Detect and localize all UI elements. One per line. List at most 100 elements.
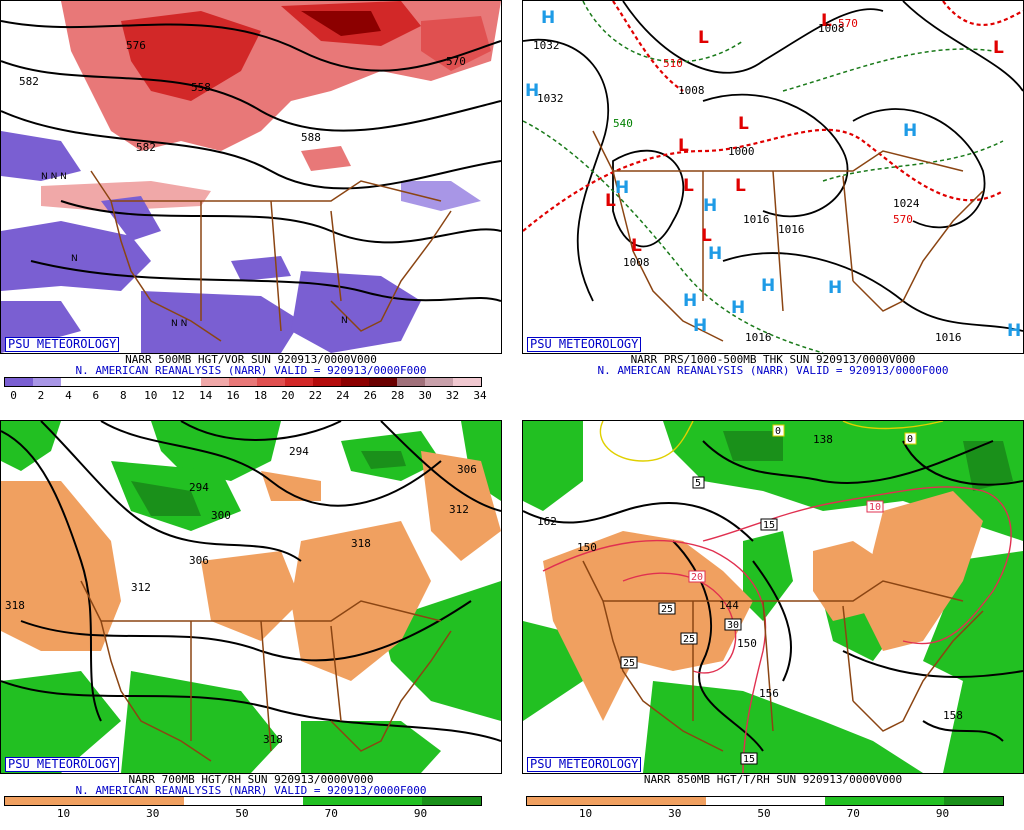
contour-label: 570 (446, 55, 466, 68)
panel-500mb-vorticity: N N N N N N N 582 576 558 570 582 588 PSU M… (0, 0, 502, 410)
map-500mb-svg: N N N N N N N 582 576 558 570 582 588 (1, 1, 501, 353)
svg-text:N: N (71, 254, 78, 264)
thickness-label: 570 (838, 17, 858, 30)
contour-label: 576 (126, 39, 146, 52)
contour-label: 306 (189, 554, 209, 567)
colorbar-swatch (341, 378, 369, 386)
contour-label: 144 (719, 599, 739, 612)
colorbar-tick-label: 22 (308, 389, 322, 402)
contour-label: 318 (5, 599, 25, 612)
svg-text:N N N: N N N (41, 172, 67, 182)
colorbar-tick-label: 10 (144, 389, 158, 402)
psu-badge: PSU METEOROLOGY (5, 337, 120, 352)
map-pressure-thickness: H H L L L L L L L L L L H H H H H H H H (522, 0, 1024, 354)
low-pressure-marker: L (738, 114, 749, 134)
low-pressure-marker: L (631, 236, 642, 256)
map-850mb-svg: 138 162 150 144 150 156 158 0 0 5 10 15 … (523, 421, 1023, 773)
contour-label: 1008 (623, 256, 650, 269)
temp-label: 5 (695, 478, 701, 489)
colorbar-tick-label: 30 (146, 807, 160, 820)
contour-label: 582 (136, 141, 156, 154)
contour-label: 318 (351, 537, 371, 550)
contour-label: 312 (449, 503, 469, 516)
colorbar-tick-label: 34 (473, 389, 487, 402)
psu-badge: PSU METEOROLOGY (527, 337, 642, 352)
low-pressure-marker: L (701, 226, 712, 246)
map-700mb-svg: 294 294 300 306 306 312 312 318 318 318 (1, 421, 501, 773)
colorbar-tick-label: 10 (56, 807, 71, 820)
contour-label: 294 (189, 481, 209, 494)
contour-label: 1024 (893, 197, 920, 210)
colorbar-swatch (173, 378, 201, 386)
contour-label: 1000 (728, 145, 755, 158)
rh-colorbar-ticks: 10 30 50 70 90 (526, 807, 1002, 820)
colorbar-tick-label: 90 (935, 807, 950, 820)
map-850mb: 138 162 150 144 150 156 158 0 0 5 10 15 … (522, 420, 1024, 774)
contour-label: 1032 (533, 39, 560, 52)
temp-label: 15 (743, 754, 755, 765)
contour-label: 558 (191, 81, 211, 94)
contour-label: 1008 (818, 22, 845, 35)
high-pressure-marker: H (683, 291, 697, 311)
colorbar-tick-label: 6 (92, 389, 100, 402)
map-700mb: 294 294 300 306 306 312 312 318 318 318 … (0, 420, 502, 774)
colorbar-swatch (145, 378, 173, 386)
colorbar-swatch (285, 378, 313, 386)
temp-label-box: 15 (740, 752, 758, 765)
map-prs-svg: H H L L L L L L L L L L H H H H H H H H (523, 1, 1023, 353)
contour-label: 582 (19, 75, 39, 88)
vorticity-colorbar (4, 377, 482, 387)
temp-label-box: 10 (866, 500, 884, 513)
contour-label: 150 (577, 541, 597, 554)
contour-label: 318 (263, 733, 283, 746)
temp-label: 0 (907, 434, 913, 445)
temp-label-box: 25 (680, 632, 698, 645)
high-pressure-marker: H (731, 298, 745, 318)
colorbar-tick-label: 10 (578, 807, 593, 820)
low-pressure-marker: L (605, 191, 616, 211)
temp-label: 15 (763, 520, 775, 531)
contour-label: 162 (537, 515, 557, 528)
svg-text:N: N (341, 316, 348, 326)
colorbar-swatch (369, 378, 397, 386)
colorbar-swatch (453, 378, 481, 386)
colorbar-tick-label: 70 (846, 807, 860, 820)
temp-label-box: 25 (620, 656, 638, 669)
high-pressure-marker: H (903, 121, 917, 141)
panel-subtitle: N. AMERICAN REANALYSIS (NARR) VALID = 92… (597, 364, 949, 377)
colorbar-swatch (89, 378, 117, 386)
contour-label: 300 (211, 509, 231, 522)
contour-label: 1008 (678, 84, 705, 97)
colorbar-tick-label: 30 (418, 389, 432, 402)
contour-label: 150 (737, 637, 757, 650)
colorbar-tick-label: 16 (226, 389, 240, 402)
colorbar-swatch (117, 378, 145, 386)
high-pressure-marker: H (693, 316, 707, 336)
high-pressure-marker: H (708, 244, 722, 264)
low-pressure-marker: L (678, 136, 689, 156)
vorticity-colorbar-ticks: 0 2 4 6 8 10 12 14 16 18 20 22 24 26 28 30 32 34 (4, 389, 486, 402)
temp-label: 25 (661, 604, 673, 615)
panel-subtitle: N. AMERICAN REANALYSIS (NARR) VALID = 92… (75, 364, 427, 377)
contour-label: 294 (289, 445, 309, 458)
low-pressure-marker: L (821, 11, 832, 31)
colorbar-tick-label: 32 (445, 389, 460, 402)
colorbar-tick-label: 14 (198, 389, 213, 402)
map-500mb: N N N N N N N 582 576 558 570 582 588 PSU M… (0, 0, 502, 354)
temp-label: 30 (727, 620, 739, 631)
thickness-label: 540 (613, 117, 633, 130)
low-pressure-marker: L (683, 176, 694, 196)
contour-label: 138 (813, 433, 833, 446)
colorbar-swatch (201, 378, 229, 386)
contour-label: 1032 (537, 92, 564, 105)
panel-subtitle: N. AMERICAN REANALYSIS (NARR) VALID = 92… (75, 784, 427, 797)
colorbar-tick-label: 4 (65, 389, 72, 402)
colorbar-tick-label: 50 (235, 807, 249, 820)
thickness-label: 510 (663, 57, 683, 70)
colorbar-tick-label: 12 (171, 389, 185, 402)
temp-label-box: 0 (904, 432, 917, 445)
panel-pressure-thickness: H H L L L L L L L L L L H H H H H H H H (522, 0, 1024, 410)
panel-700mb-rh: 294 294 300 306 306 312 312 318 318 318 … (0, 420, 502, 830)
high-pressure-marker: H (1007, 321, 1021, 341)
colorbar-swatch (5, 378, 33, 386)
